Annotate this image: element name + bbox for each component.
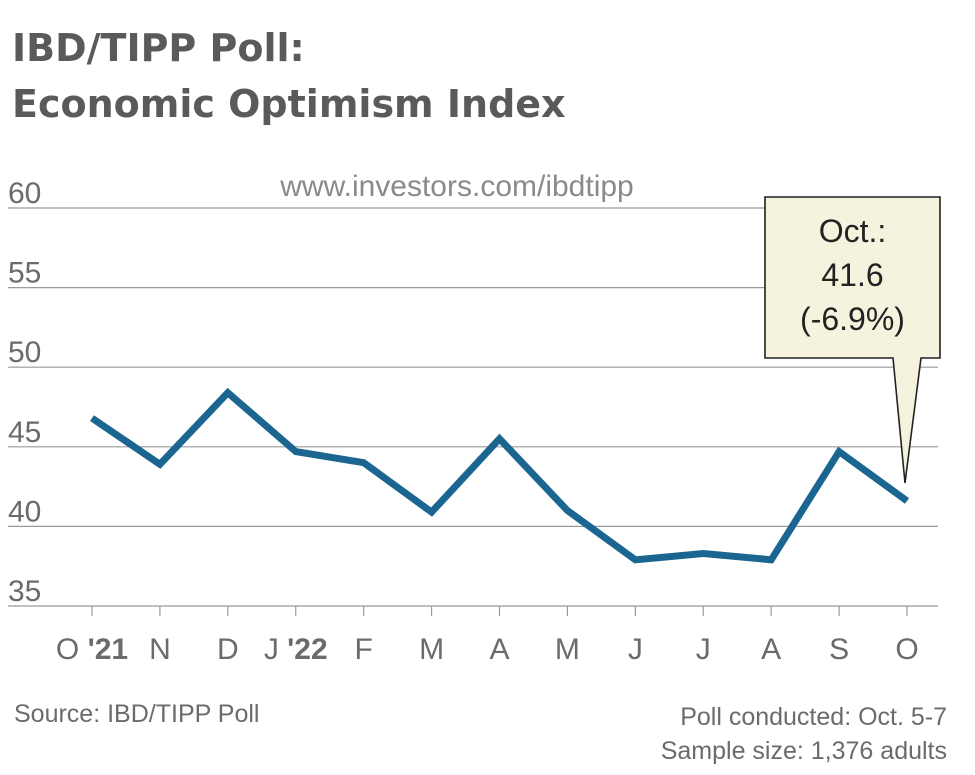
x-tick-label: J '22: [264, 633, 328, 666]
title-line-1: IBD/TIPP Poll:: [12, 26, 305, 70]
source-note: Source: IBD/TIPP Poll: [14, 700, 260, 728]
x-tick-label: D: [217, 633, 239, 666]
y-tick-label-60: 60: [8, 177, 41, 210]
x-tick-label: O: [895, 633, 918, 666]
x-tick-label: S: [829, 633, 849, 666]
y-tick-label-55: 55: [8, 257, 41, 290]
x-tick-label: F: [355, 633, 373, 666]
y-tick-label-45: 45: [8, 416, 41, 449]
chart-title: IBD/TIPP Poll: Economic Optimism Index: [12, 20, 566, 132]
x-tick-label: J: [628, 633, 643, 666]
x-tick-label: M: [419, 633, 444, 666]
title-line-2: Economic Optimism Index: [12, 82, 566, 126]
x-tick-label: M: [555, 633, 580, 666]
sample-size: Sample size: 1,376 adults: [660, 737, 947, 765]
annotation-line-1: Oct.:: [819, 213, 887, 249]
y-tick-label-35: 35: [8, 575, 41, 608]
x-tick-label: O '21: [56, 633, 128, 666]
poll-conducted: Poll conducted: Oct. 5-7: [680, 703, 947, 731]
x-tick-label: A: [761, 633, 781, 666]
source-url: www.investors.com/ibdtipp: [279, 170, 633, 203]
annotation-callout-box: [764, 196, 941, 484]
x-tick-label: A: [489, 633, 509, 666]
x-tick-label: J: [696, 633, 711, 666]
annotation-line-2: 41.6: [821, 257, 883, 293]
poll-details: Poll conducted: Oct. 5-7 Sample size: 1,…: [661, 700, 947, 768]
y-tick-label-50: 50: [8, 336, 41, 369]
x-tick-label: N: [149, 633, 171, 666]
annotation-line-3: (-6.9%): [800, 301, 905, 337]
y-tick-label-40: 40: [8, 495, 41, 528]
series-line: [90, 387, 910, 564]
